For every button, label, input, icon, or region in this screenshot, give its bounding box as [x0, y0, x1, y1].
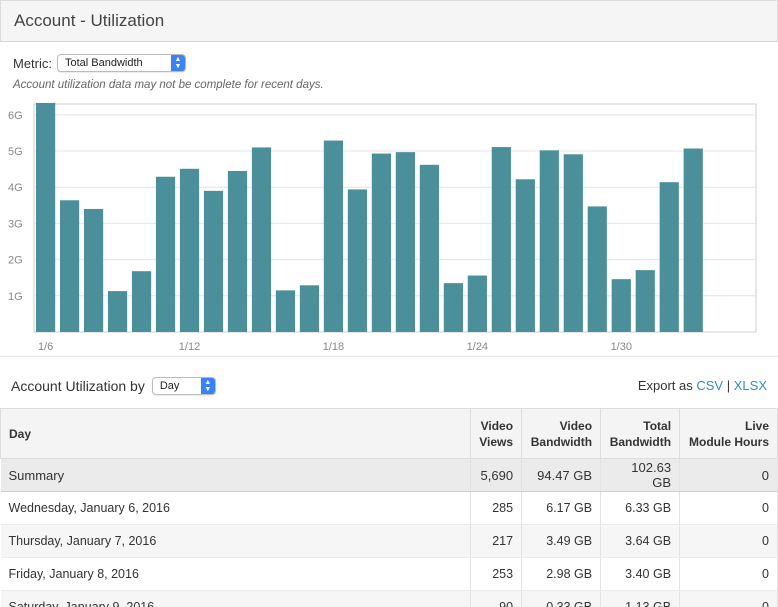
metric-row: Metric: Total Bandwidth ▲ ▼: [13, 54, 186, 72]
data-note: Account utilization data may not be comp…: [13, 79, 324, 91]
x-tick-label: 1/12: [179, 341, 200, 353]
utilization-select[interactable]: Day ▲ ▼: [151, 377, 216, 395]
export-links: Export as CSV | XLSX: [638, 378, 767, 393]
y-tick-label: 1G: [8, 291, 23, 303]
chart-bar: [275, 290, 296, 332]
chart-bar: [443, 283, 463, 332]
chart-bar: [491, 147, 511, 332]
table-header-row: Day Video Views Video Bandwidth Total Bandw…: [0, 408, 778, 459]
chart-bar: [347, 189, 368, 332]
table-row: Friday, January 8, 2016 253 2.98 GB 3.40…: [0, 557, 778, 591]
row-video-bandwidth: 2.98 GB: [521, 557, 602, 591]
row-total-bandwidth: 6.33 GB: [600, 491, 681, 525]
chart-bar: [539, 150, 559, 332]
utilization-select-value: Day: [159, 380, 180, 392]
row-video-views: 90: [470, 590, 523, 607]
row-video-views: 285: [470, 491, 523, 525]
summary-label: Summary: [0, 458, 472, 492]
chart-bar: [395, 152, 415, 332]
chart-bar: [467, 275, 487, 332]
col-header-total-bandwidth[interactable]: Total Bandwidth: [600, 408, 681, 459]
title-bar: Account - Utilization: [0, 0, 778, 42]
y-tick-label: 5G: [8, 146, 23, 158]
row-live-hours: 0: [679, 590, 778, 607]
metric-select-value: Total Bandwidth: [65, 57, 143, 69]
chart-bar: [371, 153, 392, 332]
chart-bar: [563, 154, 583, 332]
summary-row: Summary 5,690 94.47 GB 102.63 GB 0: [0, 458, 778, 492]
utilization-row: Account Utilization by Day ▲ ▼: [11, 377, 216, 395]
summary-video-bandwidth: 94.47 GB: [521, 458, 602, 492]
export-separator: |: [726, 378, 731, 393]
chart-bar: [323, 140, 344, 332]
chart-bar: [419, 164, 439, 332]
row-video-bandwidth: 3.49 GB: [521, 524, 602, 558]
y-tick-label: 3G: [8, 218, 23, 230]
row-video-bandwidth: 6.17 GB: [521, 491, 602, 525]
chart-bar: [587, 206, 607, 332]
chevron-updown-icon: ▲ ▼: [200, 378, 215, 394]
chart-bar: [683, 148, 703, 332]
page-title: Account - Utilization: [14, 11, 165, 30]
col-header-live-module-hours[interactable]: Live Module Hours: [679, 408, 778, 459]
chart-bar: [59, 200, 80, 332]
row-total-bandwidth: 3.64 GB: [600, 524, 681, 558]
table-row: Thursday, January 7, 2016 217 3.49 GB 3.…: [0, 524, 778, 558]
utilization-table: Day Video Views Video Bandwidth Total Bandw…: [0, 408, 778, 607]
y-tick-label: 6G: [8, 110, 23, 122]
row-total-bandwidth: 3.40 GB: [600, 557, 681, 591]
summary-video-views: 5,690: [470, 458, 523, 492]
export-xlsx-link[interactable]: XLSX: [733, 378, 767, 393]
chart-bar: [611, 279, 631, 332]
row-live-hours: 0: [679, 557, 778, 591]
chart-bar: [107, 291, 128, 332]
export-label: Export as: [637, 378, 693, 393]
utilization-label: Account Utilization by: [11, 378, 145, 394]
row-total-bandwidth: 1.13 GB: [600, 590, 681, 607]
chart-bar: [155, 176, 176, 332]
row-day: Thursday, January 7, 2016: [0, 524, 472, 558]
chevron-updown-icon: ▲ ▼: [171, 55, 185, 71]
chart-bar: [251, 147, 272, 332]
row-video-bandwidth: 0.33 GB: [521, 590, 602, 607]
export-csv-link[interactable]: CSV: [696, 378, 724, 393]
chart-bar: [515, 179, 535, 332]
summary-live-hours: 0: [679, 458, 778, 492]
x-tick-label: 1/30: [611, 341, 632, 353]
col-header-video-views[interactable]: Video Views: [470, 408, 523, 459]
col-header-video-bandwidth[interactable]: Video Bandwidth: [521, 408, 602, 459]
chart-bar: [203, 190, 224, 332]
chart-bar: [36, 102, 56, 333]
y-tick-label: 4G: [8, 182, 23, 194]
row-video-views: 217: [470, 524, 523, 558]
plot-area: [33, 103, 757, 333]
metric-label: Metric:: [13, 55, 52, 71]
divider: [0, 356, 778, 357]
row-live-hours: 0: [679, 491, 778, 525]
table-row: Saturday, January 9, 2016 90 0.33 GB 1.1…: [0, 590, 778, 607]
row-day: Friday, January 8, 2016: [0, 557, 472, 591]
chart-bar: [179, 168, 200, 332]
x-tick-label: 1/24: [467, 341, 488, 353]
row-video-views: 253: [470, 557, 523, 591]
y-tick-label: 2G: [8, 255, 23, 267]
chart-bar: [659, 182, 679, 332]
chart-bar: [83, 208, 104, 332]
chart-bar: [131, 271, 152, 332]
chart-bar: [227, 170, 248, 332]
summary-total-bandwidth: 102.63 GB: [600, 458, 681, 492]
x-tick-label: 1/18: [323, 341, 344, 353]
row-day: Wednesday, January 6, 2016: [0, 491, 472, 525]
table-row: Wednesday, January 6, 2016 285 6.17 GB 6…: [0, 491, 778, 525]
chart-bar: [635, 270, 655, 332]
col-header-day[interactable]: Day: [0, 408, 472, 459]
row-live-hours: 0: [679, 524, 778, 558]
x-tick-label: 1/6: [38, 341, 53, 353]
metric-select[interactable]: Total Bandwidth ▲ ▼: [57, 54, 186, 72]
chart-bar: [299, 285, 320, 332]
row-day: Saturday, January 9, 2016: [0, 590, 472, 607]
bandwidth-chart: 1G 2G 3G 4G 5G 6G 1/6 1/12 1/18 1/24 1/30: [8, 102, 757, 353]
